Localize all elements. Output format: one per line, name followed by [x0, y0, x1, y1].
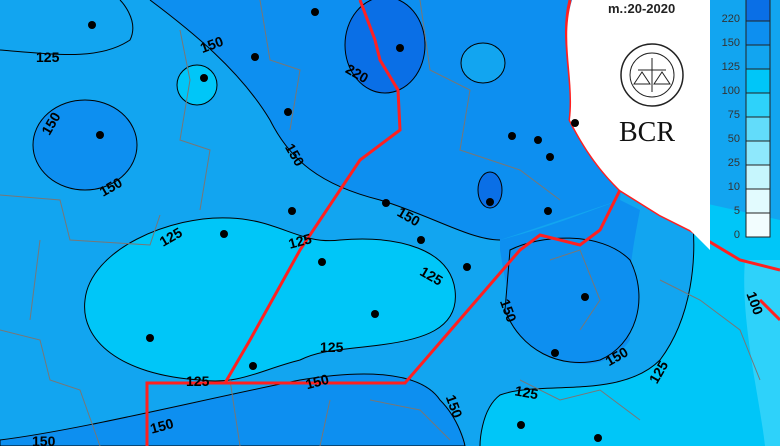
- zone-150-220-east: [505, 238, 639, 363]
- zone-150-220-south: [0, 373, 466, 446]
- contour-label: 150: [148, 415, 175, 437]
- contour-label: 125: [514, 383, 540, 403]
- logo-text: BCR: [619, 117, 675, 148]
- legend-swatch: [745, 92, 771, 118]
- zone-125-small: [176, 64, 218, 106]
- legend-label: 0: [734, 229, 740, 241]
- legend-label: 25: [728, 157, 740, 169]
- legend-swatch: [745, 140, 771, 166]
- contour-label: 150: [198, 33, 226, 56]
- legend-swatch: [745, 164, 771, 190]
- bcr-logo: BCR: [619, 43, 684, 148]
- legend-label: 75: [728, 109, 740, 121]
- legend-swatch: [745, 44, 771, 70]
- legend-label: 5: [734, 205, 740, 217]
- zone-150-small: [460, 42, 506, 84]
- legend-swatch: [745, 20, 771, 46]
- zone-220-small: [477, 171, 503, 209]
- legend-label: 150: [722, 37, 740, 49]
- legend-swatch: [745, 116, 771, 142]
- contour-label: 150: [497, 297, 520, 325]
- legend-label: 100: [722, 85, 740, 97]
- legend-label: 125: [722, 61, 740, 73]
- contour-label: 125: [186, 373, 210, 389]
- contour-label: 150: [32, 433, 56, 446]
- legend-label: 10: [728, 181, 740, 193]
- legend-swatch: [745, 188, 771, 214]
- zone-100-125-central: [84, 217, 456, 382]
- zone-220-plus: [344, 0, 426, 94]
- zone-100-125-east: [480, 200, 780, 446]
- district-borders: [0, 0, 761, 446]
- legend-label: 220: [722, 13, 740, 25]
- zone-150-west: [32, 99, 138, 191]
- contour-lines: [0, 0, 695, 446]
- contour-label: 125: [36, 49, 60, 65]
- zone-75-100-east: [744, 260, 780, 446]
- legend-swatch: [745, 0, 771, 22]
- contour-label: 125: [287, 230, 314, 252]
- weather-stations: [88, 8, 602, 442]
- legend-label: 50: [728, 133, 740, 145]
- legend-swatch: [745, 212, 771, 238]
- contour-label: 150: [443, 393, 466, 421]
- contour-label: 125: [320, 339, 344, 355]
- map-title: m.:20-2020: [608, 1, 675, 16]
- legend-swatch: [745, 68, 771, 94]
- contour-label: 100: [743, 289, 766, 317]
- no-data-area: [567, 0, 710, 250]
- contour-label: 150: [304, 371, 331, 393]
